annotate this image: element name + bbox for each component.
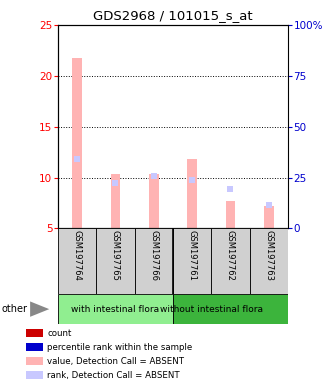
Bar [26, 357, 43, 365]
Bar [187, 159, 197, 228]
Text: without intestinal flora: without intestinal flora [160, 305, 263, 314]
Text: value, Detection Call = ABSENT: value, Detection Call = ABSENT [47, 357, 184, 366]
Text: rank, Detection Call = ABSENT: rank, Detection Call = ABSENT [47, 371, 180, 380]
Bar [111, 174, 120, 228]
Bar [58, 294, 173, 324]
Bar [26, 343, 43, 351]
Text: percentile rank within the sample: percentile rank within the sample [47, 343, 193, 352]
Text: GSM197765: GSM197765 [111, 230, 120, 281]
Bar [135, 228, 173, 294]
Text: other: other [1, 304, 27, 314]
Text: GSM197764: GSM197764 [72, 230, 82, 281]
Text: GSM197766: GSM197766 [149, 230, 158, 281]
Text: GSM197763: GSM197763 [264, 230, 273, 281]
Polygon shape [30, 301, 49, 317]
Bar [173, 228, 211, 294]
Bar [58, 228, 96, 294]
Text: with intestinal flora: with intestinal flora [71, 305, 160, 314]
Bar [26, 371, 43, 379]
Text: GSM197762: GSM197762 [226, 230, 235, 281]
Text: count: count [47, 329, 71, 338]
Bar [250, 228, 288, 294]
Bar [264, 206, 274, 228]
Bar [226, 201, 235, 228]
Bar [149, 174, 159, 228]
Bar [173, 294, 288, 324]
Text: GSM197761: GSM197761 [188, 230, 197, 281]
Title: GDS2968 / 101015_s_at: GDS2968 / 101015_s_at [93, 9, 253, 22]
Bar [211, 228, 250, 294]
Bar [72, 58, 82, 228]
Bar [26, 329, 43, 337]
Bar [96, 228, 135, 294]
